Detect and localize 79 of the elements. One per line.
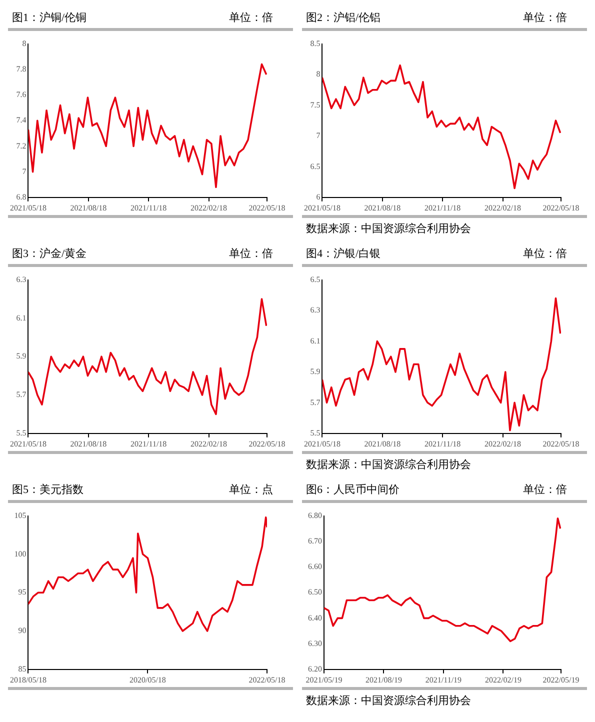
source-note: 数据来源：中国资源综合利用协会: [306, 459, 471, 471]
x-tick-label: 2022/02/18: [484, 203, 522, 212]
chart-title: 图5：美元指数: [12, 482, 84, 497]
x-tick-label: 2022/05/18: [248, 203, 286, 212]
y-tick-label: 6.20: [308, 664, 322, 674]
y-tick-label: 5.7: [310, 398, 320, 407]
y-tick-label: 8: [22, 38, 26, 48]
x-tick-label: 2021/05/18: [304, 203, 340, 212]
y-tick-label: 6: [316, 192, 320, 202]
y-tick-label: 6.70: [308, 536, 322, 546]
y-tick-label: 105: [14, 510, 26, 520]
y-tick-label: 90: [18, 626, 26, 636]
x-tick-label: 2021/08/18: [364, 203, 401, 212]
y-tick-label: 5.7: [16, 390, 26, 400]
y-tick-label: 7.2: [16, 141, 26, 150]
x-tick-label: 2021/05/18: [10, 203, 46, 212]
y-tick-label: 5.5: [310, 428, 320, 438]
x-tick-label: 2021/11/18: [130, 203, 167, 212]
x-tick-label: 2022/05/18: [542, 203, 580, 212]
x-tick-label: 2022/02/19: [484, 675, 522, 684]
chart-subtitle: 单位：倍: [229, 247, 273, 261]
x-tick-label: 2022/05/18: [542, 439, 580, 448]
y-tick-label: 5.9: [16, 352, 26, 361]
source-note: 数据来源：中国资源综合利用协会: [306, 695, 471, 707]
y-tick-label: 85: [18, 664, 26, 674]
y-tick-label: 95: [18, 588, 26, 597]
chart-title: 图1：沪铜/伦铜: [12, 10, 87, 25]
y-tick-label: 6.1: [310, 336, 320, 346]
y-tick-label: 6.5: [310, 274, 320, 284]
y-tick-label: 6.50: [308, 588, 322, 597]
chart-title: 图4：沪银/白银: [306, 246, 381, 261]
x-tick-label: 2020/05/18: [129, 675, 166, 684]
x-tick-label: 2021/08/18: [70, 203, 107, 212]
y-tick-label: 6.40: [308, 613, 322, 622]
chart-subtitle: 单位：倍: [523, 11, 567, 25]
y-tick-label: 6.3: [310, 306, 320, 315]
x-tick-label: 2022/05/18: [248, 675, 286, 684]
x-tick-label: 2022/05/18: [248, 439, 286, 448]
y-tick-label: 7: [22, 166, 26, 176]
chart-title: 图6：人民币中间价: [306, 483, 400, 497]
y-tick-label: 6.80: [308, 510, 322, 520]
y-tick-label: 6.1: [16, 313, 26, 322]
x-tick-label: 2021/08/18: [364, 439, 401, 448]
x-tick-label: 2021/08/18: [70, 439, 107, 448]
chart-subtitle: 单位：倍: [523, 483, 567, 497]
chart-subtitle: 单位：点: [229, 482, 273, 497]
x-tick-label: 2018/05/18: [10, 675, 46, 684]
x-tick-label: 2021/11/19: [425, 675, 462, 684]
x-tick-label: 2022/05/19: [542, 675, 580, 684]
x-tick-label: 2022/02/18: [190, 439, 228, 448]
x-tick-label: 2021/05/19: [306, 675, 342, 684]
x-tick-label: 2021/05/18: [304, 439, 340, 448]
chart-title: 图2：沪铝/伦铝: [306, 10, 381, 25]
y-tick-label: 100: [14, 549, 26, 558]
x-tick-label: 2021/11/18: [424, 203, 461, 212]
chart-title: 图3：沪金/黄金: [12, 246, 87, 261]
x-tick-label: 2021/08/19: [366, 675, 402, 684]
y-tick-label: 6.3: [16, 274, 26, 284]
x-tick-label: 2021/05/18: [10, 439, 46, 448]
y-tick-label: 7.6: [16, 90, 26, 100]
x-tick-label: 2022/02/18: [190, 203, 228, 212]
x-tick-label: 2022/02/18: [484, 439, 522, 448]
y-tick-label: 6.5: [310, 162, 320, 171]
y-tick-label: 7.4: [16, 116, 26, 125]
y-tick-label: 5.9: [310, 367, 320, 376]
chart-subtitle: 单位：倍: [229, 11, 273, 25]
source-note: 数据来源：中国资源综合利用协会: [306, 223, 471, 235]
x-tick-label: 2021/11/18: [130, 439, 167, 448]
y-tick-label: 6.8: [16, 192, 26, 202]
y-tick-label: 7.5: [310, 100, 320, 110]
y-tick-label: 5.5: [16, 428, 26, 438]
x-tick-label: 2021/11/18: [424, 439, 461, 448]
y-tick-label: 7.8: [16, 64, 26, 74]
y-tick-label: 8.5: [310, 38, 320, 48]
y-tick-label: 6.60: [308, 562, 322, 572]
y-tick-label: 7: [316, 131, 320, 140]
chart-subtitle: 单位：倍: [523, 247, 567, 261]
y-tick-label: 6.30: [308, 638, 322, 648]
y-tick-label: 8: [316, 70, 320, 79]
